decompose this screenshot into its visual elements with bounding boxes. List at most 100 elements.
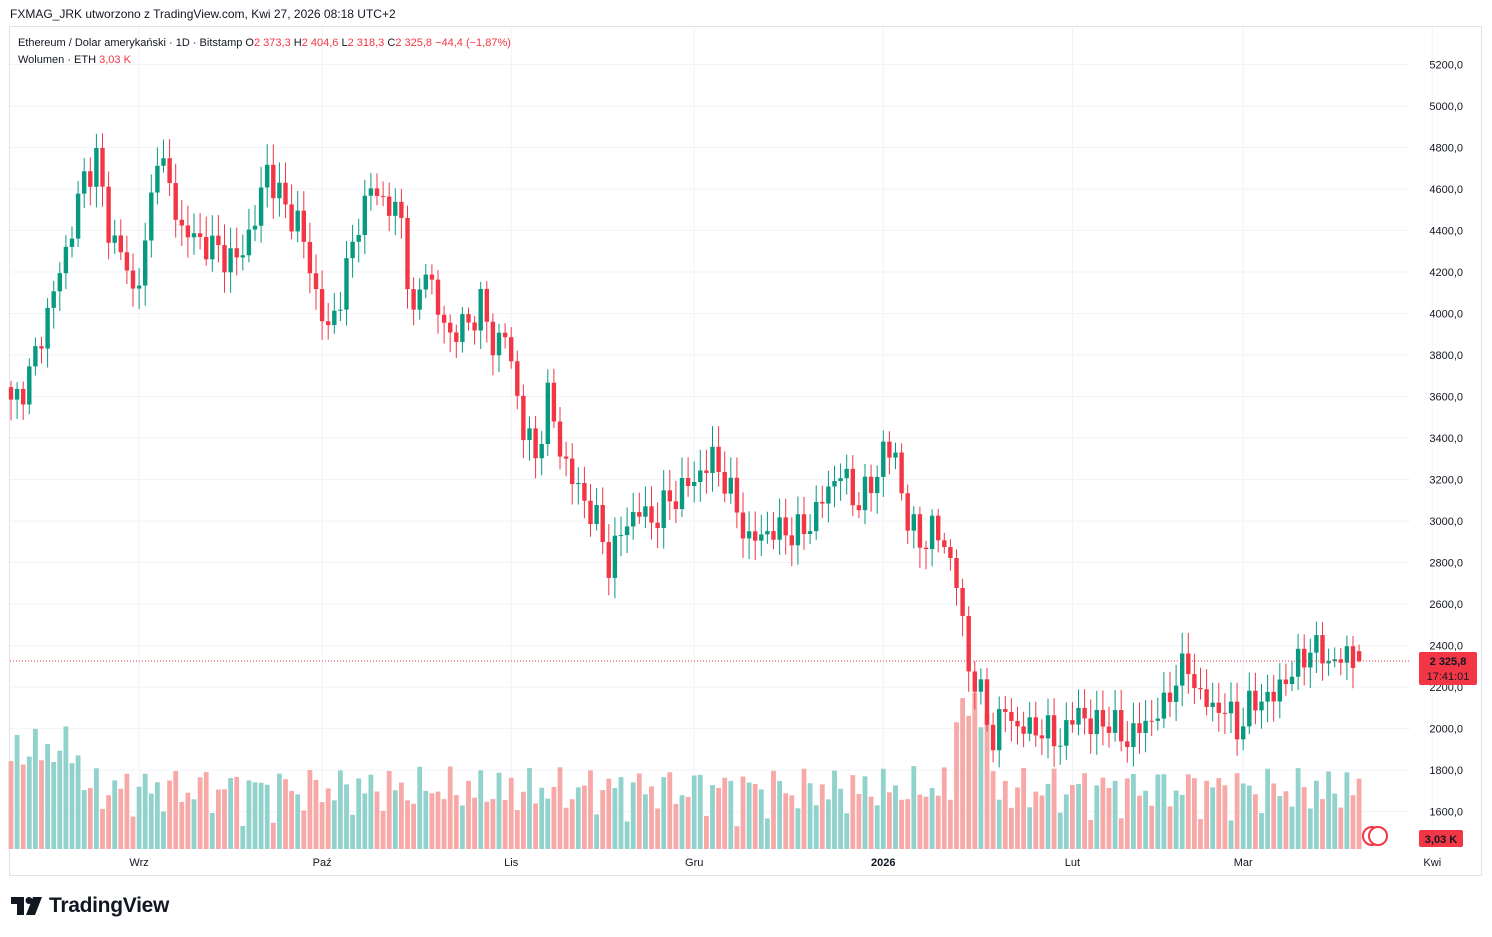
candle-body [39, 346, 44, 349]
candle-body [423, 274, 428, 290]
price-badges: 2 325,8 17:41:01 3,03 K [1362, 651, 1477, 847]
chart-caption: FXMAG_JRK utworzono z TradingView.com, K… [10, 7, 396, 21]
volume-bar [179, 801, 185, 849]
candle-body [612, 535, 618, 578]
candle-body [100, 147, 105, 187]
candle-body [820, 501, 825, 504]
candle-body [197, 233, 203, 237]
price-badge-countdown: 17:41:01 [1427, 671, 1470, 683]
volume-bar [911, 766, 917, 849]
volume-bar [1295, 768, 1301, 849]
volume-bar [466, 780, 471, 849]
volume-bar [826, 799, 831, 849]
volume-bar [435, 791, 441, 849]
candle-body [606, 542, 611, 578]
volume-bar [508, 777, 514, 849]
volume-bar [94, 768, 99, 849]
event-flag-icon [1362, 826, 1388, 846]
candle-body [240, 255, 245, 258]
volume-bar [490, 799, 496, 849]
volume-bar [1063, 794, 1069, 849]
volume-bar [1088, 820, 1094, 849]
candle-body [722, 471, 727, 494]
candle-body [954, 557, 959, 588]
candle-body [746, 531, 752, 539]
candle-body [923, 547, 929, 550]
volume-bar [112, 780, 118, 849]
volume-bar [472, 797, 477, 849]
volume-bar [161, 811, 166, 849]
volume-label[interactable]: Wolumen · ETH [18, 54, 97, 66]
volume-bar [234, 776, 240, 849]
candle-body [795, 514, 801, 546]
volume-bar [441, 799, 447, 849]
volume-bar [1021, 767, 1026, 849]
candle-body [868, 476, 874, 494]
volume-bar [20, 764, 26, 849]
volume-bar [258, 782, 264, 849]
volume-bar [1057, 812, 1063, 849]
high-value: 2 404,6 [301, 37, 339, 49]
candle-body [984, 679, 990, 725]
volume-bar [813, 805, 819, 849]
volume-bar [185, 792, 191, 849]
candle-body [972, 671, 977, 692]
candle-body [850, 468, 855, 506]
candle-body [661, 490, 666, 529]
candle-body [155, 165, 160, 193]
candle-body [777, 517, 782, 540]
volume-bar [1167, 806, 1173, 849]
y-tick-label: 2600,0 [1429, 599, 1463, 611]
volume-bar [527, 768, 532, 849]
candle-body [283, 182, 288, 205]
tradingview-logo[interactable]: TradingView [11, 894, 169, 918]
candle-body [1283, 679, 1289, 685]
candle-body [557, 421, 563, 457]
event-flag-circle [1368, 826, 1388, 846]
volume-bar [81, 790, 87, 849]
volume-bar [106, 795, 111, 849]
volume-bar [1356, 778, 1362, 849]
candle-body [1021, 726, 1026, 734]
volume-bar [1307, 808, 1313, 849]
candle-body [1106, 726, 1112, 733]
candle-body [51, 291, 56, 308]
volume-bar [368, 774, 374, 849]
candle-body [875, 476, 880, 494]
volume-bar [679, 795, 685, 849]
y-tick-label: 2000,0 [1429, 724, 1463, 736]
candle-body [594, 505, 599, 525]
volume-bar [868, 796, 874, 849]
volume-bar [966, 715, 972, 849]
volume-bar [600, 790, 606, 849]
y-tick-label: 3000,0 [1429, 516, 1463, 528]
symbol-label[interactable]: Ethereum / Dolar amerykański · 1D · Bits… [18, 37, 243, 49]
candle-body [1314, 635, 1319, 653]
volume-bar [39, 760, 44, 849]
volume-bar [575, 787, 581, 849]
candle-body [204, 236, 209, 260]
candle-body [765, 531, 770, 535]
candle-body [1338, 659, 1343, 663]
chart-frame[interactable] [9, 26, 1482, 876]
volume-bar [277, 773, 282, 849]
volume-bar [850, 775, 856, 849]
candle-body [228, 248, 233, 273]
volume-bar [319, 802, 325, 849]
candle-body [21, 388, 26, 405]
volume-bar [630, 782, 636, 849]
volume-bar [1253, 794, 1258, 849]
candle-body [509, 337, 514, 362]
volume-bar [905, 799, 911, 849]
volume-bar [704, 815, 709, 849]
candle-body [643, 506, 648, 517]
volume-bar [69, 763, 75, 849]
volume-bar [545, 798, 551, 849]
volume-bar [478, 770, 484, 849]
volume-bar [1320, 799, 1325, 849]
volume-bar [838, 788, 843, 849]
candle-body [1058, 745, 1063, 747]
volume-bar [771, 770, 776, 849]
volume-bar [1289, 806, 1295, 849]
